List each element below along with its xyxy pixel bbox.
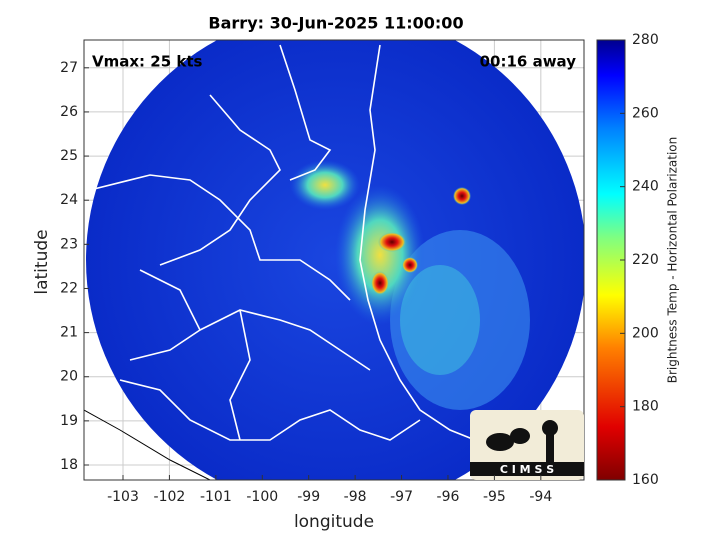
y-tick-label: 18 [60,457,78,473]
annotation: Vmax: 25 kts [92,53,202,71]
x-tick-label: -96 [437,489,460,505]
x-tick-label: -98 [344,489,367,505]
x-axis-label: longitude [294,512,374,532]
colorbar-tick-label: 220 [632,252,659,268]
y-tick-label: 24 [60,192,78,208]
logo: C I M S S [470,410,584,480]
x-tick-label: -100 [246,489,278,505]
borders [89,44,476,441]
y-tick-label: 27 [60,60,78,76]
y-tick-label: 23 [60,236,78,252]
cloud [335,185,425,325]
y-tick-label: 25 [60,148,78,164]
x-tick-label: -95 [483,489,506,505]
colorbar-tick-label: 260 [632,105,659,121]
imagery [84,40,584,480]
y-axis-label: latitude [32,229,52,294]
y-tick-label: 20 [60,369,78,385]
x-tick-label: -97 [390,489,413,505]
y-tick-label: 21 [60,325,78,341]
annotation: 00:16 away [480,53,577,71]
chart-title: Barry: 30-Jun-2025 11:00:00 [208,14,463,33]
cloud [290,160,360,210]
y-tick-label: 22 [60,280,78,296]
colorbar-tick-label: 180 [632,399,659,415]
x-tick-label: -101 [200,489,232,505]
convection [402,257,418,273]
convection [371,271,389,295]
plot-frame [83,39,585,481]
logo-text: C I M S S [500,463,554,476]
x-tick-label: -99 [297,489,320,505]
colorbar-tick-label: 280 [632,32,659,48]
colorbar-label: Brightness Temp - Horizontal Polarizatio… [666,137,680,384]
x-tick-label: -103 [107,489,139,505]
x-tick-label: -94 [529,489,552,505]
y-tick-label: 19 [60,413,78,429]
colorbar-tick-label: 200 [632,325,659,341]
x-tick-label: -102 [154,489,186,505]
cloud [400,265,480,375]
y-tick-label: 26 [60,104,78,120]
convection [378,232,406,252]
convection [453,187,471,205]
colorbar-tick-label: 240 [632,179,659,195]
colorbar-tick-label: 160 [632,472,659,488]
